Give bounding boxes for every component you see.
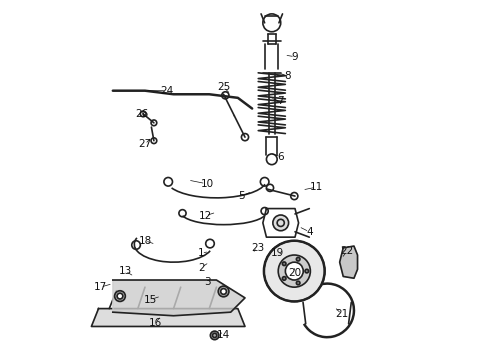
Text: 26: 26 bbox=[135, 109, 148, 119]
Text: 3: 3 bbox=[204, 277, 211, 287]
Circle shape bbox=[296, 281, 300, 285]
Text: 27: 27 bbox=[138, 139, 151, 149]
Text: 10: 10 bbox=[201, 179, 214, 189]
Text: 22: 22 bbox=[340, 247, 353, 256]
Text: 9: 9 bbox=[292, 52, 298, 62]
Text: 4: 4 bbox=[306, 227, 313, 237]
Text: 12: 12 bbox=[199, 211, 212, 221]
Circle shape bbox=[296, 257, 300, 261]
Text: 14: 14 bbox=[217, 330, 230, 341]
Text: 11: 11 bbox=[310, 182, 323, 192]
Text: 8: 8 bbox=[285, 71, 291, 81]
Circle shape bbox=[305, 269, 309, 273]
Text: 18: 18 bbox=[138, 236, 151, 246]
Polygon shape bbox=[340, 246, 358, 278]
Text: 19: 19 bbox=[270, 248, 284, 258]
Text: 15: 15 bbox=[144, 295, 157, 305]
Text: 2: 2 bbox=[198, 262, 205, 273]
Text: 6: 6 bbox=[277, 152, 284, 162]
Text: 16: 16 bbox=[149, 318, 162, 328]
Circle shape bbox=[273, 215, 289, 231]
Text: 5: 5 bbox=[238, 191, 245, 201]
Polygon shape bbox=[92, 309, 245, 327]
Circle shape bbox=[264, 241, 325, 301]
Circle shape bbox=[278, 255, 310, 287]
Polygon shape bbox=[113, 280, 245, 316]
Text: 20: 20 bbox=[289, 268, 301, 278]
Text: 7: 7 bbox=[277, 96, 284, 107]
Text: 25: 25 bbox=[217, 82, 230, 92]
Circle shape bbox=[220, 289, 226, 294]
Text: 17: 17 bbox=[94, 282, 107, 292]
Text: 23: 23 bbox=[251, 243, 264, 253]
Text: 13: 13 bbox=[119, 266, 132, 276]
Circle shape bbox=[285, 262, 303, 280]
Circle shape bbox=[210, 331, 219, 340]
Circle shape bbox=[218, 286, 229, 297]
Circle shape bbox=[282, 276, 286, 280]
Circle shape bbox=[115, 291, 125, 301]
Circle shape bbox=[282, 262, 286, 266]
Text: 21: 21 bbox=[335, 309, 348, 319]
Text: 1: 1 bbox=[198, 248, 205, 258]
Circle shape bbox=[117, 293, 123, 299]
Text: 24: 24 bbox=[160, 86, 173, 96]
